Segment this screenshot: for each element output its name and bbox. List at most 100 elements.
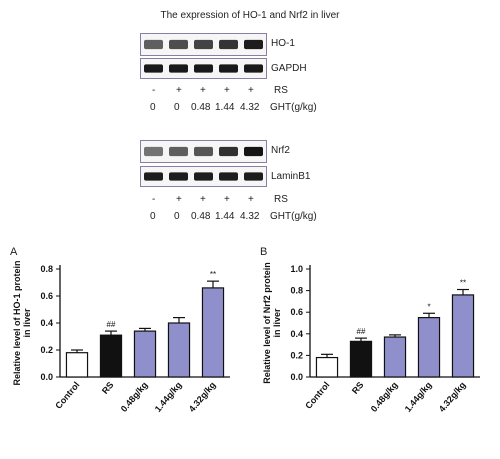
chart-a-ytick-label-2: 0.4 [40, 318, 53, 328]
chart-b-xtick-label-3: 0.48g/kg [369, 380, 400, 414]
rs-mark-2-1: - [152, 194, 156, 205]
rs-label-2: RS [274, 194, 288, 205]
chart-a-annotation-2: ## [107, 320, 116, 329]
nrf2-band-3 [194, 146, 213, 157]
chart-b-ytick-label-5: 1.0 [290, 264, 303, 274]
ho1-band-3 [194, 39, 213, 50]
chart-a-xtick-label-3: 0.48g/kg [119, 380, 150, 414]
ho1-band-5 [244, 39, 263, 50]
chart-a: A Relative level of HO-1 protein in liver 0… [10, 246, 230, 414]
chart-b-ytick-label-3: 0.6 [290, 307, 303, 317]
ght-value-2-2: 0 [174, 211, 180, 222]
chart-a-xtick-label-1: Control [53, 380, 81, 411]
blot-label-nrf2: Nrf2 [271, 145, 290, 156]
blot-label-gapdh: GAPDH [271, 63, 307, 74]
chart-b: B Relative level of Nrf2 protein in liver 0… [260, 246, 480, 414]
laminb1-band-1 [144, 172, 163, 181]
chart-b-ytick-label-0: 0.0 [290, 372, 303, 382]
blot-nrf2-bands [144, 146, 263, 157]
ght-value-1-4: 1.44 [215, 102, 235, 113]
rs-mark-2-3: + [200, 194, 206, 205]
chart-b-annotation-4: * [427, 302, 430, 311]
nrf2-band-2 [169, 146, 188, 157]
rs-mark-1-2: + [176, 85, 182, 96]
chart-b-xtick-label-5: 4.32g/kg [437, 380, 468, 414]
rs-mark-2-2: + [176, 194, 182, 205]
chart-a-ytick-label-3: 0.6 [40, 291, 53, 301]
chart-b-ytick-label-4: 0.8 [290, 286, 303, 296]
ght-value-2-1: 0 [150, 211, 156, 222]
blot-ho1 [140, 33, 267, 56]
chart-a-ytick-label-4: 0.8 [40, 264, 53, 274]
blot-ho1-bands [144, 39, 263, 50]
rs-mark-1-3: + [200, 85, 206, 96]
blot-nrf2 [140, 140, 267, 163]
blot-laminb1-bands [144, 172, 263, 181]
chart-a-panel-letter: A [10, 246, 18, 258]
gapdh-band-5 [244, 64, 263, 73]
ght-value-1-5: 4.32 [240, 102, 260, 113]
chart-a-ylabel-line2: in liver [22, 308, 32, 338]
ght-value-1-2: 0 [174, 102, 180, 113]
gapdh-band-2 [169, 64, 188, 73]
chart-a-xtick-label-2: RS [100, 380, 116, 396]
ght-label-2: GHT(g/kg) [270, 211, 317, 222]
chart-b-bar-3 [383, 336, 407, 378]
ght-value-1-3: 0.48 [191, 102, 211, 113]
chart-b-ytick-label-2: 0.4 [290, 329, 303, 339]
chart-a-bar-1 [65, 352, 89, 378]
blot-gapdh [140, 58, 267, 79]
chart-a-bar-2 [99, 334, 123, 378]
rs-mark-1-5: + [248, 85, 254, 96]
chart-b-xtick-label-1: Control [303, 380, 331, 411]
gapdh-band-1 [144, 64, 163, 73]
chart-b-annotation-2: ## [357, 327, 366, 336]
blot-label-laminb1: LaminB1 [271, 171, 311, 182]
chart-b-bar-1 [315, 356, 339, 378]
ght-value-1-1: 0 [150, 102, 156, 113]
chart-a-ylabel-line1: Relative level of HO-1 protein [12, 260, 22, 385]
chart-a-xtick-label-4: 1.44g/kg [153, 380, 184, 414]
chart-a-xtick-label-5: 4.32g/kg [187, 380, 218, 414]
chart-b-ytick-label-1: 0.2 [290, 350, 303, 360]
ho1-band-1 [144, 39, 163, 50]
chart-a-bar-4 [167, 322, 191, 378]
chart-b-xtick-label-2: RS [350, 380, 366, 396]
chart-b-annotation-5: ** [460, 279, 466, 288]
blot-laminb1 [140, 166, 267, 187]
ght-label-1: GHT(g/kg) [270, 102, 317, 113]
gapdh-band-4 [219, 64, 238, 73]
ho1-band-2 [169, 39, 188, 50]
chart-b-bar-2 [349, 340, 373, 378]
laminb1-band-4 [219, 172, 238, 181]
nrf2-band-5 [244, 146, 263, 157]
blot-gapdh-bands [144, 64, 263, 73]
nrf2-band-1 [144, 146, 163, 157]
figure-title: The expression of HO-1 and Nrf2 in liver [160, 10, 340, 21]
laminb1-band-3 [194, 172, 213, 181]
chart-a-ytick-label-0: 0.0 [40, 372, 53, 382]
rs-label-1: RS [274, 85, 288, 96]
laminb1-band-5 [244, 172, 263, 181]
chart-b-ylabel-line1: Relative level of Nrf2 protein [262, 262, 272, 384]
nrf2-band-4 [219, 146, 238, 157]
chart-a-bar-5 [201, 287, 225, 378]
chart-a-bar-3 [133, 330, 157, 378]
ght-value-2-5: 4.32 [240, 211, 260, 222]
rs-mark-2-4: + [224, 194, 230, 205]
blot-label-ho1: HO-1 [271, 38, 295, 49]
chart-b-ylabel-line2: in liver [272, 308, 282, 338]
chart-b-panel-letter: B [260, 246, 267, 258]
chart-a-ytick-label-1: 0.2 [40, 345, 53, 355]
rs-mark-2-5: + [248, 194, 254, 205]
rs-mark-1-1: - [152, 85, 156, 96]
chart-a-annotation-5: ** [210, 270, 216, 279]
ho1-band-4 [219, 39, 238, 50]
chart-b-xtick-label-4: 1.44g/kg [403, 380, 434, 414]
laminb1-band-2 [169, 172, 188, 181]
ght-value-2-3: 0.48 [191, 211, 211, 222]
chart-b-bar-4 [417, 316, 441, 378]
rs-mark-1-4: + [224, 85, 230, 96]
gapdh-band-3 [194, 64, 213, 73]
chart-b-bar-5 [451, 294, 475, 378]
